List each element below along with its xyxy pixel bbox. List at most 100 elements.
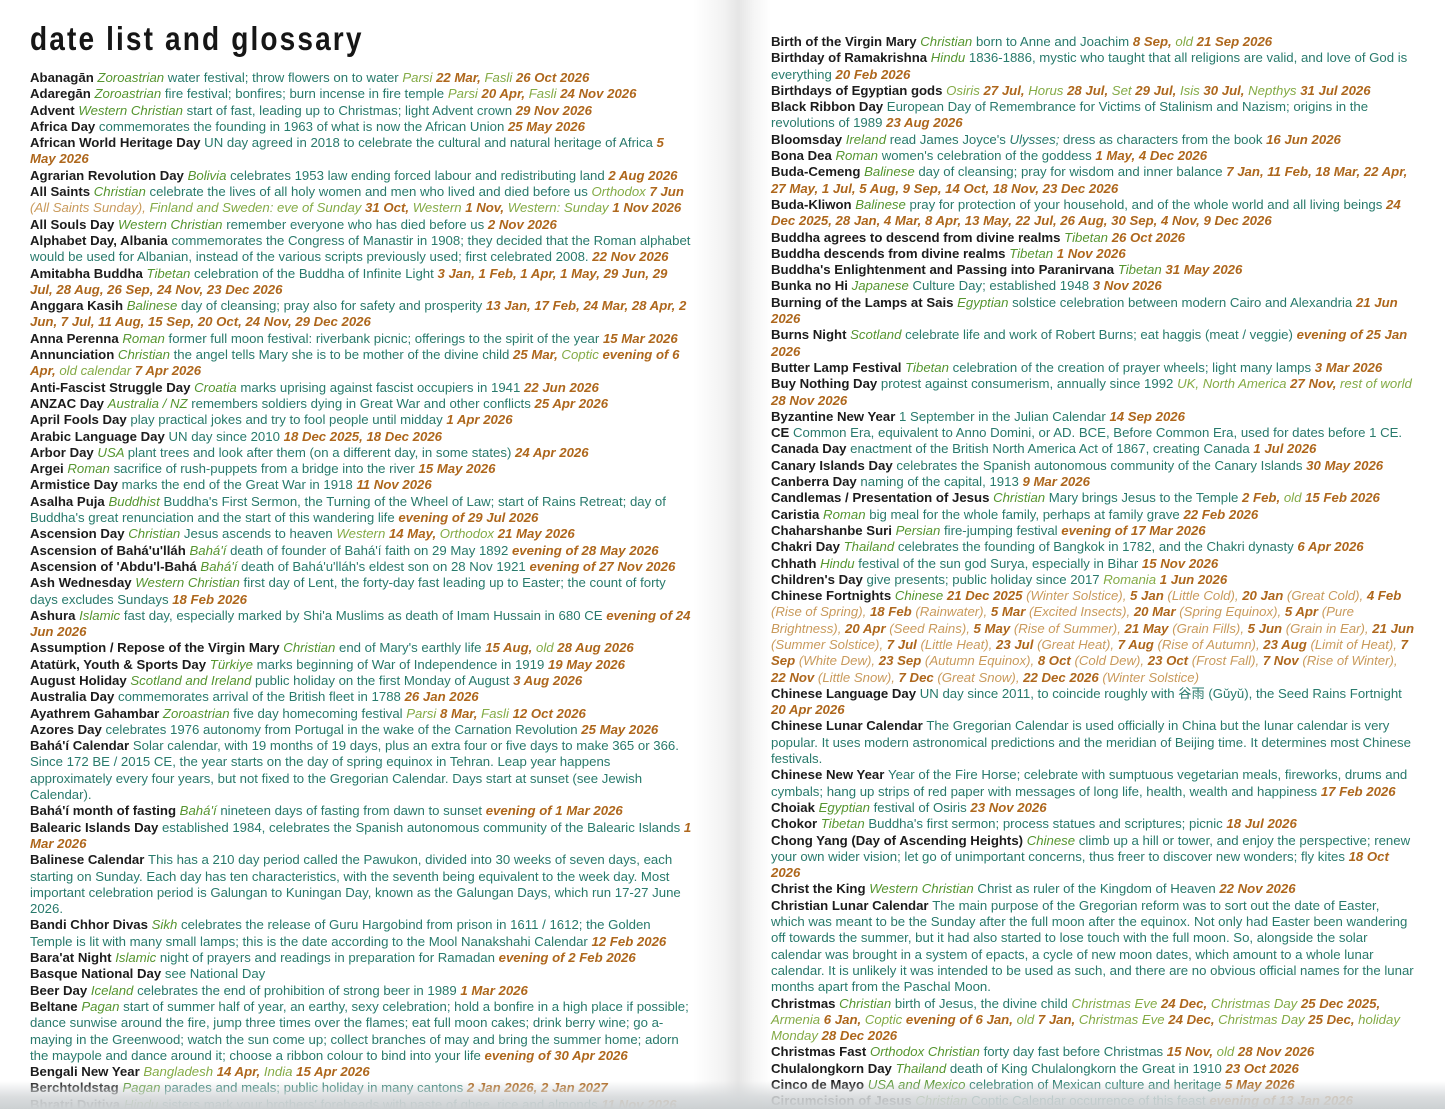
seg-date-orange-bold-italic: 28 Nov 2026: [1237, 1044, 1315, 1060]
glossary-entry: Armistice Day marks the end of the Great…: [30, 477, 693, 493]
glossary-entry: Burns Night Scotland celebrate life and …: [771, 327, 1415, 360]
seg-description-teal: death of Bahá'u'lláh's eldest son on 28 …: [241, 558, 530, 574]
glossary-entry: Children's Day give presents; public hol…: [771, 572, 1415, 588]
seg-date-orange-bold-italic: 15 Apr 2026: [296, 1064, 370, 1080]
seg-description-teal: festival of the sun god Surya, especiall…: [858, 555, 1142, 571]
seg-date-orange-bold-italic: 28 Nov 2026: [771, 392, 848, 408]
seg-date-qualifier-light-green-italic: Bangladesh: [143, 1064, 217, 1080]
seg-date-note-tan-italic: (White Dew),: [798, 653, 879, 669]
seg-category-green-italic: Tibetan: [146, 265, 195, 281]
seg-category-green-italic: USA and Mexico: [867, 1077, 970, 1092]
seg-date-note-tan-italic: (Seed Rains),: [889, 620, 974, 636]
seg-description-teal: end of Mary's earthly life: [339, 640, 486, 656]
seg-category-green-italic: Tibetan: [905, 359, 953, 375]
seg-date-orange-bold-italic: 18 Feb 2026: [172, 591, 247, 607]
seg-term-bold-black: Bunka no Hi: [771, 278, 852, 294]
seg-date-orange-bold-italic: 3 Nov 2026: [1092, 278, 1162, 294]
glossary-entry: Birthday of Ramakrishna Hindu 1836-1886,…: [771, 50, 1415, 83]
seg-term-bold-black: Canary Islands Day: [771, 457, 897, 473]
seg-term-bold-black: Buddha agrees to descend from divine rea…: [771, 229, 1065, 245]
seg-term-bold-black: Beltane: [30, 998, 82, 1014]
glossary-entry: Chulalongkorn Day Thailand death of King…: [771, 1061, 1415, 1077]
seg-date-orange-bold-italic: 25 Mar,: [513, 347, 562, 363]
seg-category-green-italic: Christian: [128, 526, 184, 542]
seg-term-bold-black: Berchtoldstag: [30, 1080, 123, 1096]
seg-date-qualifier-light-green-italic: old calendar: [59, 363, 135, 379]
seg-description-teal: UN day since 2010: [168, 428, 284, 444]
seg-description-teal-italic: Ulysses;: [1009, 131, 1064, 147]
seg-term-bold-black: Anggara Kasih: [30, 298, 127, 314]
seg-category-green-italic: Christian: [117, 347, 174, 363]
seg-term-bold-black: Arbor Day: [30, 444, 98, 460]
seg-date-orange-bold-italic: 5 Jan: [1130, 588, 1168, 604]
seg-date-orange-bold-italic: 21 Jun 2026: [771, 294, 1398, 327]
seg-term-bold-black: Amitabha Buddha: [30, 265, 147, 281]
seg-term-bold-black: Chakri Day: [771, 539, 844, 555]
seg-description-teal: solstice celebration between modern Cair…: [1012, 294, 1356, 310]
seg-category-green-italic: Iceland: [90, 982, 138, 998]
seg-date-orange-bold-italic: 8 Oct: [1037, 653, 1075, 669]
seg-category-green-italic: Scotland and Ireland: [130, 672, 256, 688]
seg-description-teal: celebrates the founding of Bangkok in 17…: [897, 539, 1298, 555]
seg-date-qualifier-light-green-italic: Christmas Eve: [1071, 995, 1161, 1011]
seg-date-note-tan-italic: (Grain in Ear),: [1285, 620, 1373, 636]
seg-term-bold-black: Asalha Puja: [30, 493, 109, 509]
seg-date-orange-bold-italic: 22 Nov: [771, 669, 818, 685]
seg-description-teal: sacrifice of rush-puppets from a bridge …: [113, 461, 419, 477]
seg-term-bold-black: Africa Day: [30, 118, 99, 134]
seg-date-orange-bold-italic: 26 Oct 2026: [1111, 229, 1186, 245]
seg-description-teal: play practical jokes and try to fool peo…: [130, 412, 447, 428]
seg-date-orange-bold-italic: evening of 29 Jul 2026: [398, 510, 539, 526]
seg-date-qualifier-light-green-italic: Parsi: [447, 86, 482, 102]
glossary-entry: Christmas Fast Orthodox Christian forty …: [771, 1044, 1415, 1060]
seg-description-teal: fast day, especially marked by Shi'a Mus…: [123, 607, 607, 623]
seg-description-teal: dress as characters from the book: [1063, 131, 1267, 147]
seg-category-green-italic: Islamic: [115, 950, 160, 966]
seg-date-qualifier-light-green-italic: Fasli: [484, 70, 516, 85]
seg-term-bold-black: Chaharshanbe Suri: [771, 522, 896, 538]
glossary-entry: Christmas Christian birth of Jesus, the …: [771, 996, 1415, 1045]
seg-date-orange-bold-italic: evening of 28 May 2026: [511, 542, 659, 558]
seg-description-teal: marks uprising against fascist occupiers…: [240, 379, 525, 395]
seg-date-orange-bold-italic: evening of 2 Feb 2026: [498, 950, 636, 966]
seg-term-bold-black: Bahá'í Calendar: [30, 738, 133, 754]
glossary-entry: Alphabet Day, Albania commemorates the C…: [30, 233, 693, 266]
seg-term-bold-black: Argei: [30, 461, 68, 477]
seg-term-bold-black: Ash Wednesday: [30, 575, 136, 591]
seg-date-orange-bold-italic: 7 Apr 2026: [134, 363, 202, 379]
seg-term-bold-black: Bahá'í month of fasting: [30, 803, 180, 819]
seg-category-green-italic: Buddhist: [108, 493, 164, 509]
seg-date-qualifier-light-green-italic: Orthodox: [591, 184, 650, 200]
seg-category-green-italic: Bahá'í: [189, 542, 231, 558]
seg-term-bold-black: Canberra Day: [771, 474, 861, 490]
seg-description-teal: day of cleansing; pray also for safety a…: [181, 298, 486, 314]
seg-date-orange-bold-italic: 21 Jun: [1372, 620, 1415, 636]
seg-description-teal: plant trees and look after them (on a di…: [127, 444, 516, 460]
seg-date-note-tan-italic: (Little Cold),: [1167, 588, 1243, 604]
glossary-entry: Caristia Roman big meal for the whole fa…: [771, 507, 1415, 523]
seg-date-note-tan-italic: (Autumn Equinox),: [924, 653, 1038, 669]
seg-date-note-tan-italic: (Rainwater),: [915, 604, 991, 620]
seg-description-teal: The main purpose of the Gregorian reform…: [771, 897, 1414, 995]
seg-description-teal: 1 September in the Julian Calendar: [899, 408, 1110, 424]
seg-date-orange-bold-italic: 14 Sep 2026: [1109, 408, 1185, 424]
seg-date-orange-bold-italic: 1 Mar 2026: [460, 982, 528, 998]
seg-category-green-italic: Bahá'í: [179, 803, 221, 819]
glossary-entry: April Fools Day play practical jokes and…: [30, 412, 693, 428]
seg-date-qualifier-light-green-italic: Armenia: [771, 1011, 824, 1027]
seg-date-note-tan-italic: (Spring Equinox),: [1179, 604, 1285, 620]
seg-date-qualifier-light-green-italic: Isis: [1179, 82, 1204, 98]
seg-term-bold-black: Balearic Islands Day: [30, 819, 162, 835]
glossary-entry: Bara'at Night Islamic night of prayers a…: [30, 950, 693, 966]
seg-date-orange-bold-italic: 5 Jun: [1247, 620, 1286, 636]
seg-description-teal: start of summer half of year, an earthy,…: [30, 998, 689, 1063]
seg-date-orange-bold-italic: 2 Feb,: [1242, 490, 1284, 506]
seg-date-orange-bold-italic: 18 Oct 2026: [771, 848, 1389, 881]
seg-description-teal: give presents; public holiday since 2017: [866, 571, 1104, 587]
seg-description-teal: Buddha's first sermon; process statues a…: [868, 816, 1227, 832]
seg-term-bold-black: Bona Dea: [771, 148, 836, 164]
seg-description-teal: pray for protection of your household, a…: [909, 196, 1387, 212]
seg-description-teal: women's celebration of the goddess: [881, 148, 1096, 164]
seg-date-note-tan-italic: (Excited Insects),: [1029, 604, 1134, 620]
seg-date-orange-bold-italic: 19 May 2026: [547, 656, 625, 672]
